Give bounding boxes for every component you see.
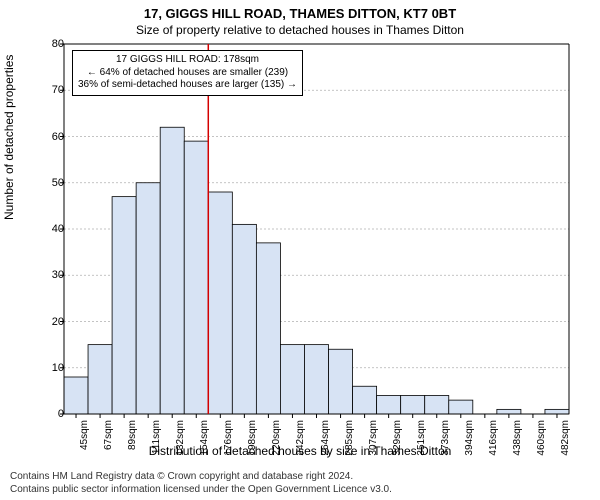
y-tick: 60 — [14, 131, 64, 143]
x-axis-label: Distribution of detached houses by size … — [0, 444, 600, 458]
y-tick: 50 — [14, 177, 64, 189]
annotation-line2: ← 64% of detached houses are smaller (23… — [78, 67, 297, 80]
y-tick: 30 — [14, 269, 64, 281]
y-tick: 0 — [14, 408, 64, 420]
footer-line1: Contains HM Land Registry data © Crown c… — [10, 470, 392, 483]
chart-container: 17, GIGGS HILL ROAD, THAMES DITTON, KT7 … — [0, 0, 600, 500]
footer: Contains HM Land Registry data © Crown c… — [10, 470, 392, 496]
annotation-box: 17 GIGGS HILL ROAD: 178sqm ← 64% of deta… — [72, 50, 303, 96]
footer-line2: Contains public sector information licen… — [10, 483, 392, 496]
y-tick: 20 — [14, 316, 64, 328]
y-tick: 70 — [14, 84, 64, 96]
y-tick: 40 — [14, 223, 64, 235]
annotation-line3: 36% of semi-detached houses are larger (… — [78, 79, 297, 92]
y-tick: 80 — [14, 38, 64, 50]
y-tick: 10 — [14, 362, 64, 374]
annotation-line1: 17 GIGGS HILL ROAD: 178sqm — [78, 54, 297, 67]
